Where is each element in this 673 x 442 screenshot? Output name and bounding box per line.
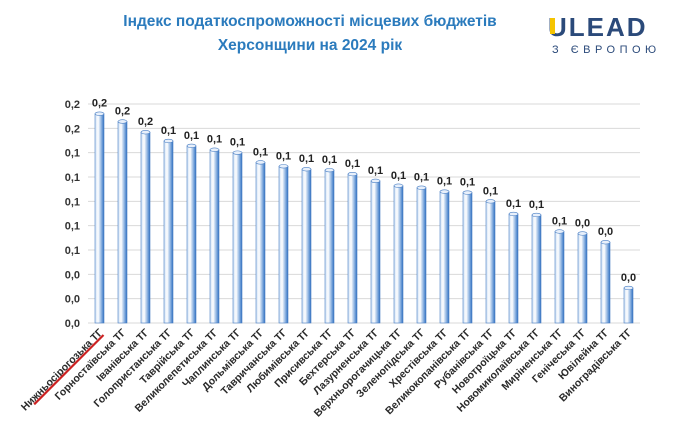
data-label: 0,1 <box>276 150 291 162</box>
bar-14 <box>416 187 427 324</box>
bar-cap-13 <box>393 183 404 188</box>
bar-23 <box>623 287 634 324</box>
data-label: 0,0 <box>598 226 613 238</box>
y-tick-label: 0,0 <box>65 294 80 306</box>
data-label: 0,2 <box>92 98 107 110</box>
bar-cap-4 <box>186 143 197 148</box>
y-tick-label: 0,0 <box>65 318 80 330</box>
bar-2 <box>140 131 151 324</box>
chart-title-line-1: Індекс податкоспроможності місцевих бюдж… <box>123 13 497 30</box>
chart-title-line-2: Херсонщини на 2024 рік <box>217 37 403 54</box>
data-label: 0,1 <box>483 185 498 197</box>
y-tick-label: 0,2 <box>65 123 80 135</box>
bar-cap-1 <box>117 119 128 124</box>
y-tick-label: 0,1 <box>65 221 80 233</box>
bar-cap-21 <box>577 231 588 236</box>
bar-cap-19 <box>531 212 542 218</box>
bar-3 <box>163 140 174 324</box>
bar-1 <box>117 121 128 324</box>
data-label: 0,1 <box>322 154 337 166</box>
bar-cap-15 <box>439 189 450 194</box>
bar-cap-3 <box>163 138 174 144</box>
bar-cap-16 <box>462 190 473 195</box>
y-tick-label: 0,2 <box>65 99 80 111</box>
bar-13 <box>393 185 404 324</box>
bar-cap-0 <box>94 111 105 116</box>
bar-cap-17 <box>485 199 496 204</box>
bar-cap-8 <box>278 164 289 169</box>
bar-cap-23 <box>623 285 634 291</box>
data-label: 0,1 <box>161 125 176 137</box>
y-tick-label: 0,1 <box>65 148 80 160</box>
bar-9 <box>301 168 312 324</box>
ulead-logo: ULEAD З ЄВРОПОЮ <box>548 12 668 62</box>
data-label: 0,2 <box>115 106 130 118</box>
data-label: 0,0 <box>575 217 590 229</box>
data-label: 0,1 <box>414 172 429 184</box>
logo-tagline: З ЄВРОПОЮ <box>552 44 661 56</box>
bar-12 <box>370 180 381 324</box>
bars <box>94 111 634 324</box>
data-label: 0,1 <box>437 176 452 188</box>
data-label: 0,2 <box>138 116 153 128</box>
bar-cap-22 <box>600 240 611 245</box>
data-label: 0,1 <box>391 170 406 182</box>
bar-17 <box>485 201 496 324</box>
data-label: 0,1 <box>368 165 383 177</box>
bar-cap-5 <box>209 147 220 152</box>
y-tick-label: 0,1 <box>65 196 80 208</box>
bar-7 <box>255 162 266 324</box>
bar-cap-2 <box>140 130 151 135</box>
data-label: 0,1 <box>345 158 360 170</box>
bar-15 <box>439 191 450 324</box>
bar-cap-20 <box>554 229 565 234</box>
bar-cap-12 <box>370 178 381 183</box>
bar-20 <box>554 231 565 324</box>
data-label: 0,1 <box>529 199 544 211</box>
data-label: 0,1 <box>230 137 245 149</box>
bar-cap-6 <box>232 150 243 155</box>
y-tick-label: 0,1 <box>65 245 80 257</box>
logo-wordmark: ULEAD <box>548 12 648 42</box>
bar-cap-10 <box>324 168 335 173</box>
y-axis-tick-labels: 0,0 0,0 0,0 0,1 0,1 0,1 0,1 0,1 0,2 0,2 <box>65 99 80 330</box>
data-label: 0,1 <box>299 153 314 165</box>
data-label: 0,1 <box>506 198 521 210</box>
bar-10 <box>324 169 335 324</box>
data-label: 0,1 <box>207 134 222 146</box>
bar-cap-7 <box>255 160 266 165</box>
bar-6 <box>232 152 243 324</box>
chart-title: Індекс податкоспроможності місцевих бюдж… <box>95 10 525 58</box>
bar-0 <box>94 113 105 324</box>
bar-cap-18 <box>508 211 519 217</box>
bar-22 <box>600 241 611 324</box>
bar-18 <box>508 213 519 324</box>
bar-21 <box>577 233 588 324</box>
bar-cap-9 <box>301 167 312 172</box>
highlight-underline <box>33 334 105 406</box>
bar-cap-11 <box>347 171 358 177</box>
data-label: 0,1 <box>253 146 268 158</box>
bar-5 <box>209 149 220 324</box>
bar-11 <box>347 173 358 324</box>
data-labels: 0,2 0,2 0,2 0,1 0,1 0,1 0,1 0,1 0,1 0,1 0,1 0,1 0,1 0… <box>92 98 636 284</box>
y-tick-label: 0,1 <box>65 172 80 184</box>
bar-19 <box>531 214 542 324</box>
logo-accent-bar <box>550 18 555 34</box>
bar-4 <box>186 145 197 324</box>
bar-cap-14 <box>416 185 427 190</box>
data-label: 0,1 <box>460 177 475 189</box>
bar-16 <box>462 192 473 324</box>
data-label: 0,0 <box>621 272 636 284</box>
data-label: 0,1 <box>184 130 199 142</box>
y-tick-label: 0,0 <box>65 269 80 281</box>
grid-lines <box>88 103 640 324</box>
data-label: 0,1 <box>552 216 567 228</box>
bar-8 <box>278 165 289 324</box>
